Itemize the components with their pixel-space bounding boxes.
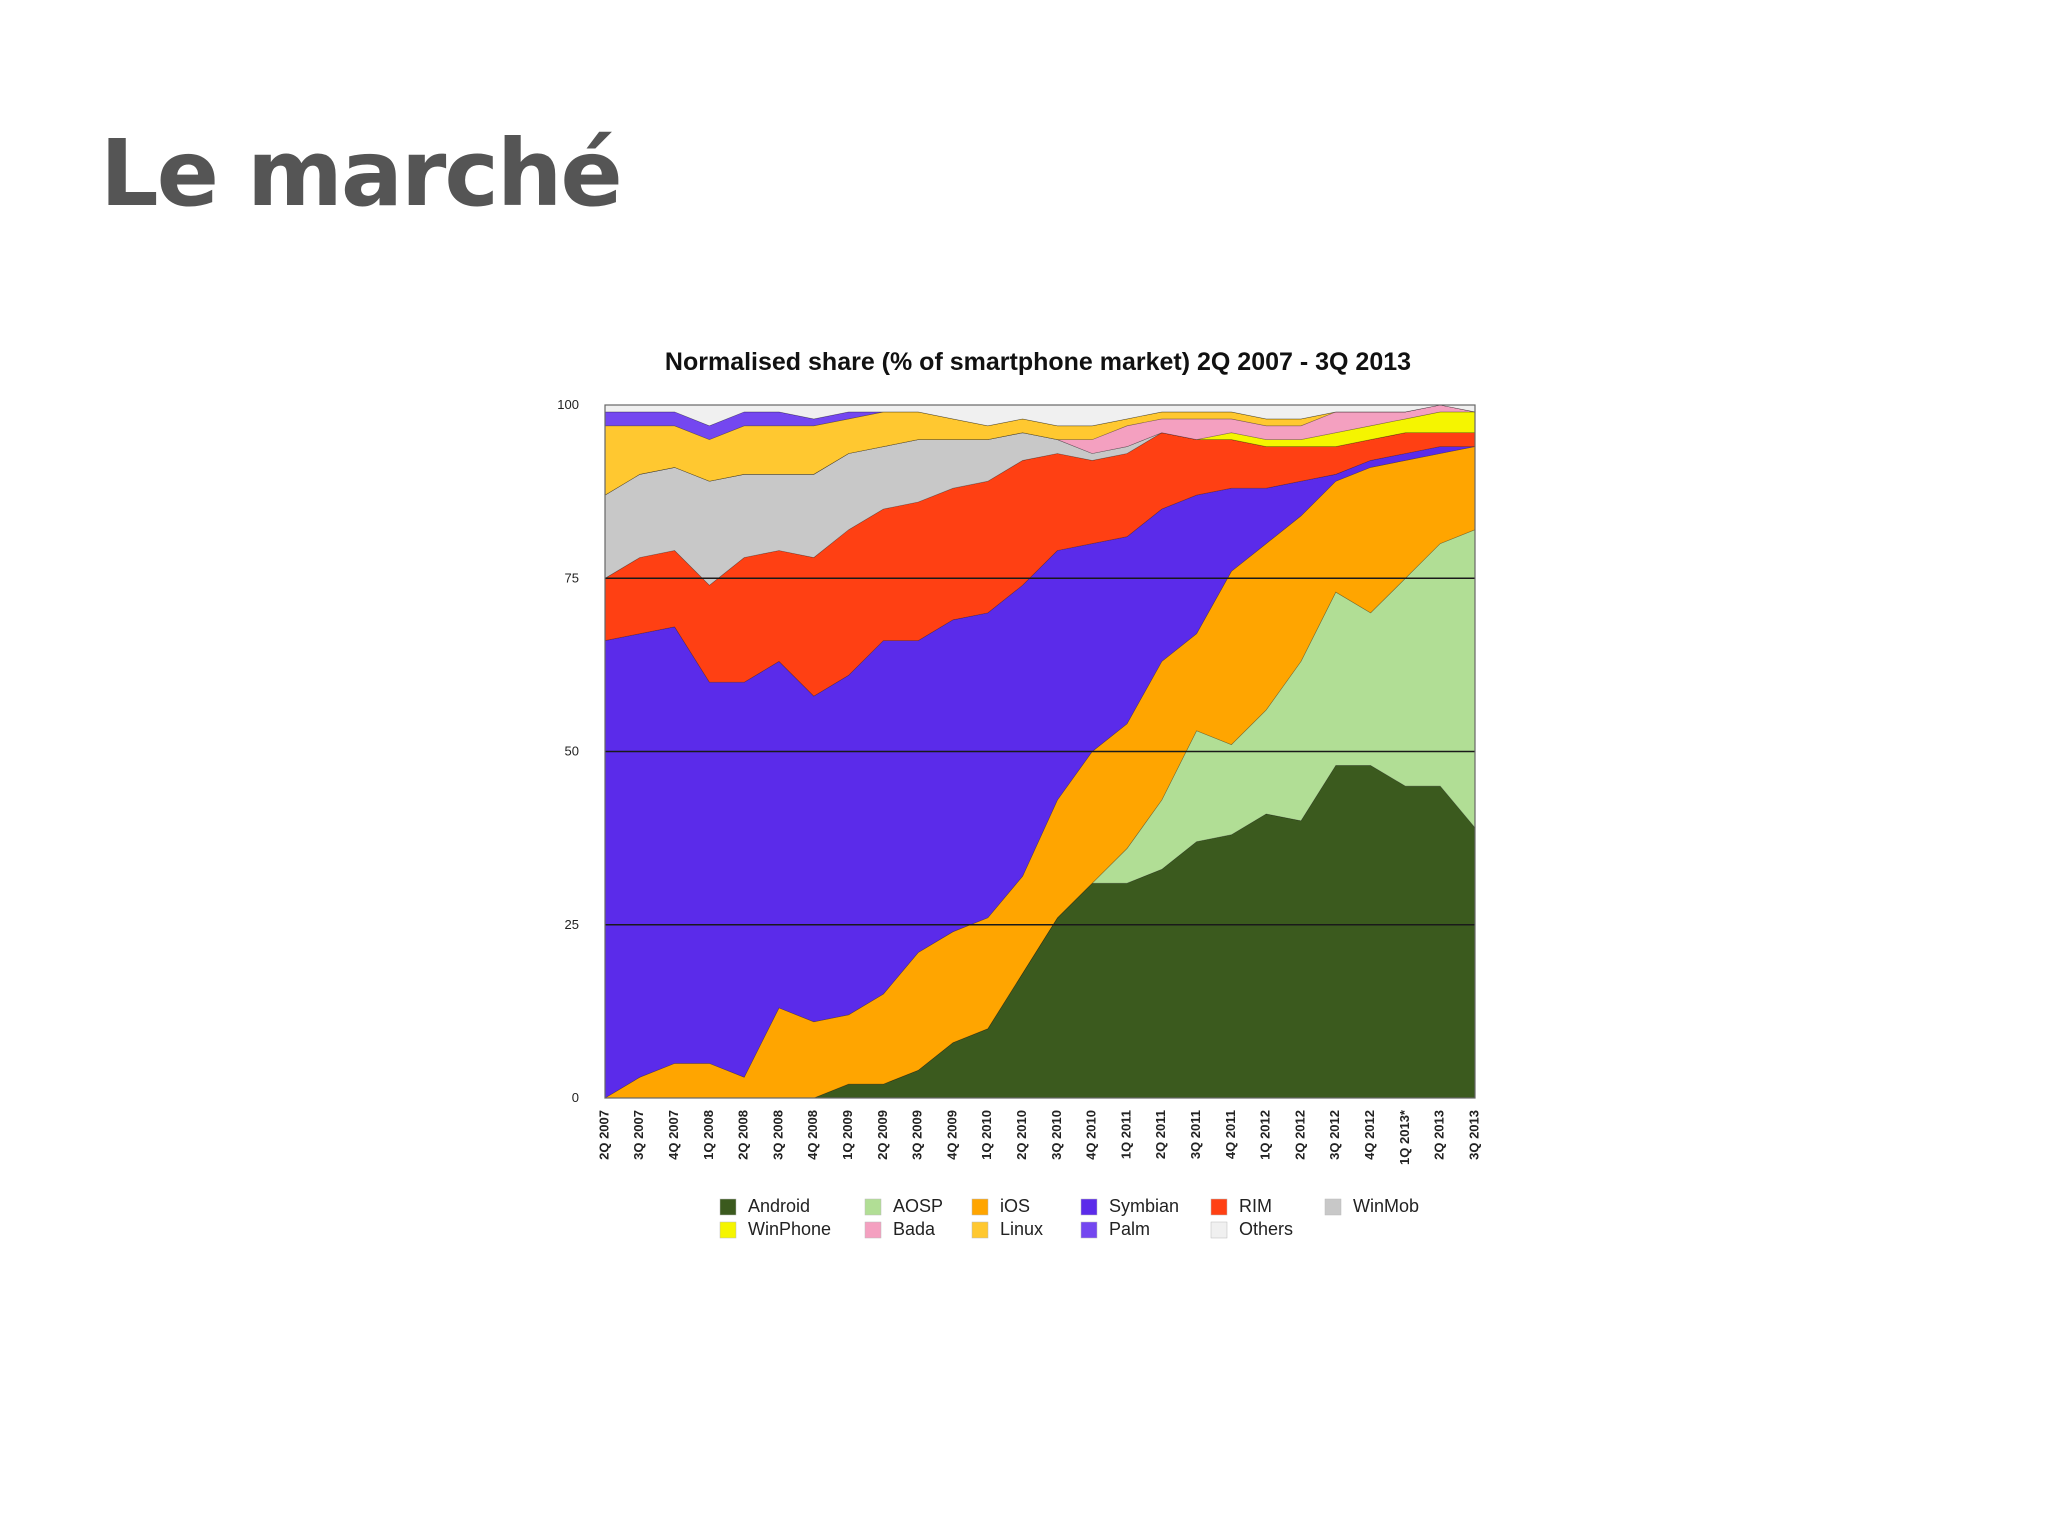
plot-frame [604,404,1476,1099]
x-tick-label-1q-2013: 1Q 2013* [1397,1109,1412,1165]
legend-item-palm: Palm [1080,1219,1150,1239]
x-tick-label-1q-2010: 1Q 2010 [979,1110,994,1160]
legend-label-aosp: AOSP [893,1196,943,1216]
gridlines [604,404,1476,1099]
legend-swatch-ios [971,1198,989,1216]
x-tick-label-2q-2007: 2Q 2007 [596,1110,611,1160]
legend-item-linux: Linux [971,1219,1043,1239]
slide-title: Le marché [100,120,623,227]
legend-swatch-winmob [1324,1198,1342,1216]
y-axis: 0 25 50 75 100 [557,397,579,1105]
legend-item-rim: RIM [1210,1196,1272,1216]
legend-swatch-others [1210,1221,1228,1239]
legend-item-symbian: Symbian [1080,1196,1179,1216]
x-tick-label-2q-2012: 2Q 2012 [1292,1110,1307,1160]
x-tick-label-4q-2012: 4Q 2012 [1362,1110,1377,1160]
x-tick-label-2q-2010: 2Q 2010 [1014,1110,1029,1160]
y-tick-label-50: 50 [565,744,579,759]
x-tick-label-3q-2009: 3Q 2009 [910,1110,925,1160]
legend-label-winphone: WinPhone [748,1219,831,1239]
y-tick-label-75: 75 [565,570,579,585]
x-tick-label-3q-2008: 3Q 2008 [770,1110,785,1160]
legend-label-symbian: Symbian [1109,1196,1179,1216]
x-tick-label-2q-2008: 2Q 2008 [736,1110,751,1160]
x-tick-label-4q-2009: 4Q 2009 [944,1110,959,1160]
legend-swatch-symbian [1080,1198,1098,1216]
legend-item-winmob: WinMob [1324,1196,1419,1216]
y-tick-label-0: 0 [572,1090,579,1105]
stacked-areas [603,404,1476,1099]
legend-swatch-palm [1080,1221,1098,1239]
legend-label-bada: Bada [893,1219,936,1239]
x-tick-label-1q-2008: 1Q 2008 [701,1110,716,1160]
x-tick-label-4q-2008: 4Q 2008 [805,1110,820,1160]
x-tick-label-4q-2010: 4Q 2010 [1084,1110,1099,1160]
legend-swatch-android [719,1198,737,1216]
legend: Android AOSP iOS Symbian RIM WinMob WinPhone Ba… [719,1196,1419,1239]
legend-label-others: Others [1239,1219,1293,1239]
legend-item-android: Android [719,1196,810,1216]
x-tick-label-3q-2012: 3Q 2012 [1327,1110,1342,1160]
x-tick-label-4q-2011: 4Q 2011 [1223,1110,1238,1159]
legend-label-palm: Palm [1109,1219,1150,1239]
x-tick-label-2q-2009: 2Q 2009 [875,1110,890,1160]
x-tick-label-1q-2012: 1Q 2012 [1258,1110,1273,1160]
legend-label-linux: Linux [1000,1219,1043,1239]
y-tick-label-100: 100 [557,397,579,412]
x-tick-label-3q-2011: 3Q 2011 [1188,1110,1203,1159]
x-tick-label-3q-2013: 3Q 2013 [1466,1110,1481,1160]
x-axis: 2Q 2007 3Q 2007 4Q 2007 1Q 2008 2Q 2008 3Q 20… [596,1109,1481,1165]
x-tick-label-4q-2007: 4Q 2007 [666,1110,681,1160]
market-share-chart: Normalised share (% of smartphone market… [557,348,1481,1239]
legend-label-android: Android [748,1196,810,1216]
x-tick-label-2q-2011: 2Q 2011 [1153,1110,1168,1159]
x-tick-label-1q-2009: 1Q 2009 [840,1110,855,1160]
legend-label-winmob: WinMob [1353,1196,1419,1216]
legend-label-ios: iOS [1000,1196,1030,1216]
legend-swatch-linux [971,1221,989,1239]
y-tick-label-25: 25 [565,917,579,932]
x-tick-label-3q-2007: 3Q 2007 [631,1110,646,1160]
legend-swatch-winphone [719,1221,737,1239]
legend-item-winphone: WinPhone [719,1219,831,1239]
x-tick-label-3q-2010: 3Q 2010 [1049,1110,1064,1160]
x-tick-label-1q-2011: 1Q 2011 [1118,1110,1133,1159]
legend-item-aosp: AOSP [864,1196,943,1216]
legend-swatch-aosp [864,1198,882,1216]
legend-item-ios: iOS [971,1196,1030,1216]
x-tick-label-2q-2013: 2Q 2013 [1432,1110,1447,1160]
legend-item-bada: Bada [864,1219,936,1239]
legend-swatch-rim [1210,1198,1228,1216]
legend-item-others: Others [1210,1219,1293,1239]
chart-title: Normalised share (% of smartphone market… [665,348,1411,376]
legend-label-rim: RIM [1239,1196,1272,1216]
legend-swatch-bada [864,1221,882,1239]
